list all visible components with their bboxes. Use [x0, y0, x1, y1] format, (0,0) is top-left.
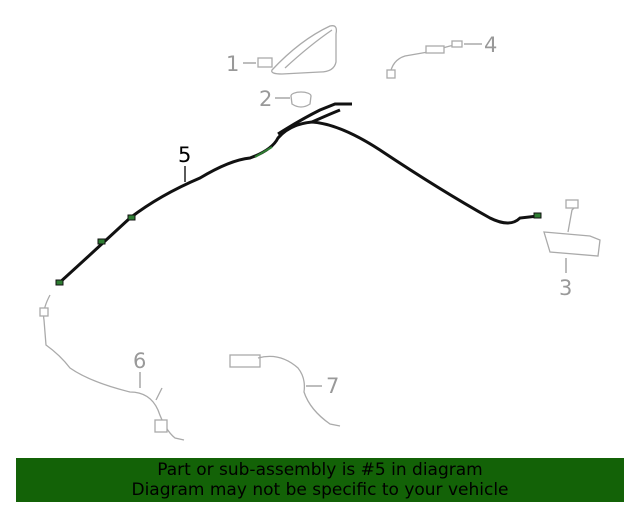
part-7-module[interactable] — [229, 354, 341, 427]
part-5-harness[interactable] — [55, 102, 542, 286]
part-1-antenna[interactable] — [257, 25, 338, 75]
callout-5: 5 — [178, 143, 191, 167]
callout-2: 2 — [259, 87, 272, 111]
part-3-bracket[interactable] — [543, 199, 601, 257]
callout-1: 1 — [226, 52, 239, 76]
banner-line-1: Part or sub-assembly is #5 in diagram — [157, 460, 483, 480]
info-banner: Part or sub-assembly is #5 in diagram Di… — [16, 458, 624, 502]
callout-3: 3 — [559, 276, 572, 300]
callout-4: 4 — [484, 33, 497, 57]
part-2-grommet[interactable] — [290, 91, 312, 108]
callout-6: 6 — [133, 349, 146, 373]
part-6-harness[interactable] — [39, 294, 185, 441]
part-4-cable[interactable] — [386, 40, 463, 79]
callout-7: 7 — [326, 374, 339, 398]
banner-line-2: Diagram may not be specific to your vehi… — [131, 480, 509, 500]
